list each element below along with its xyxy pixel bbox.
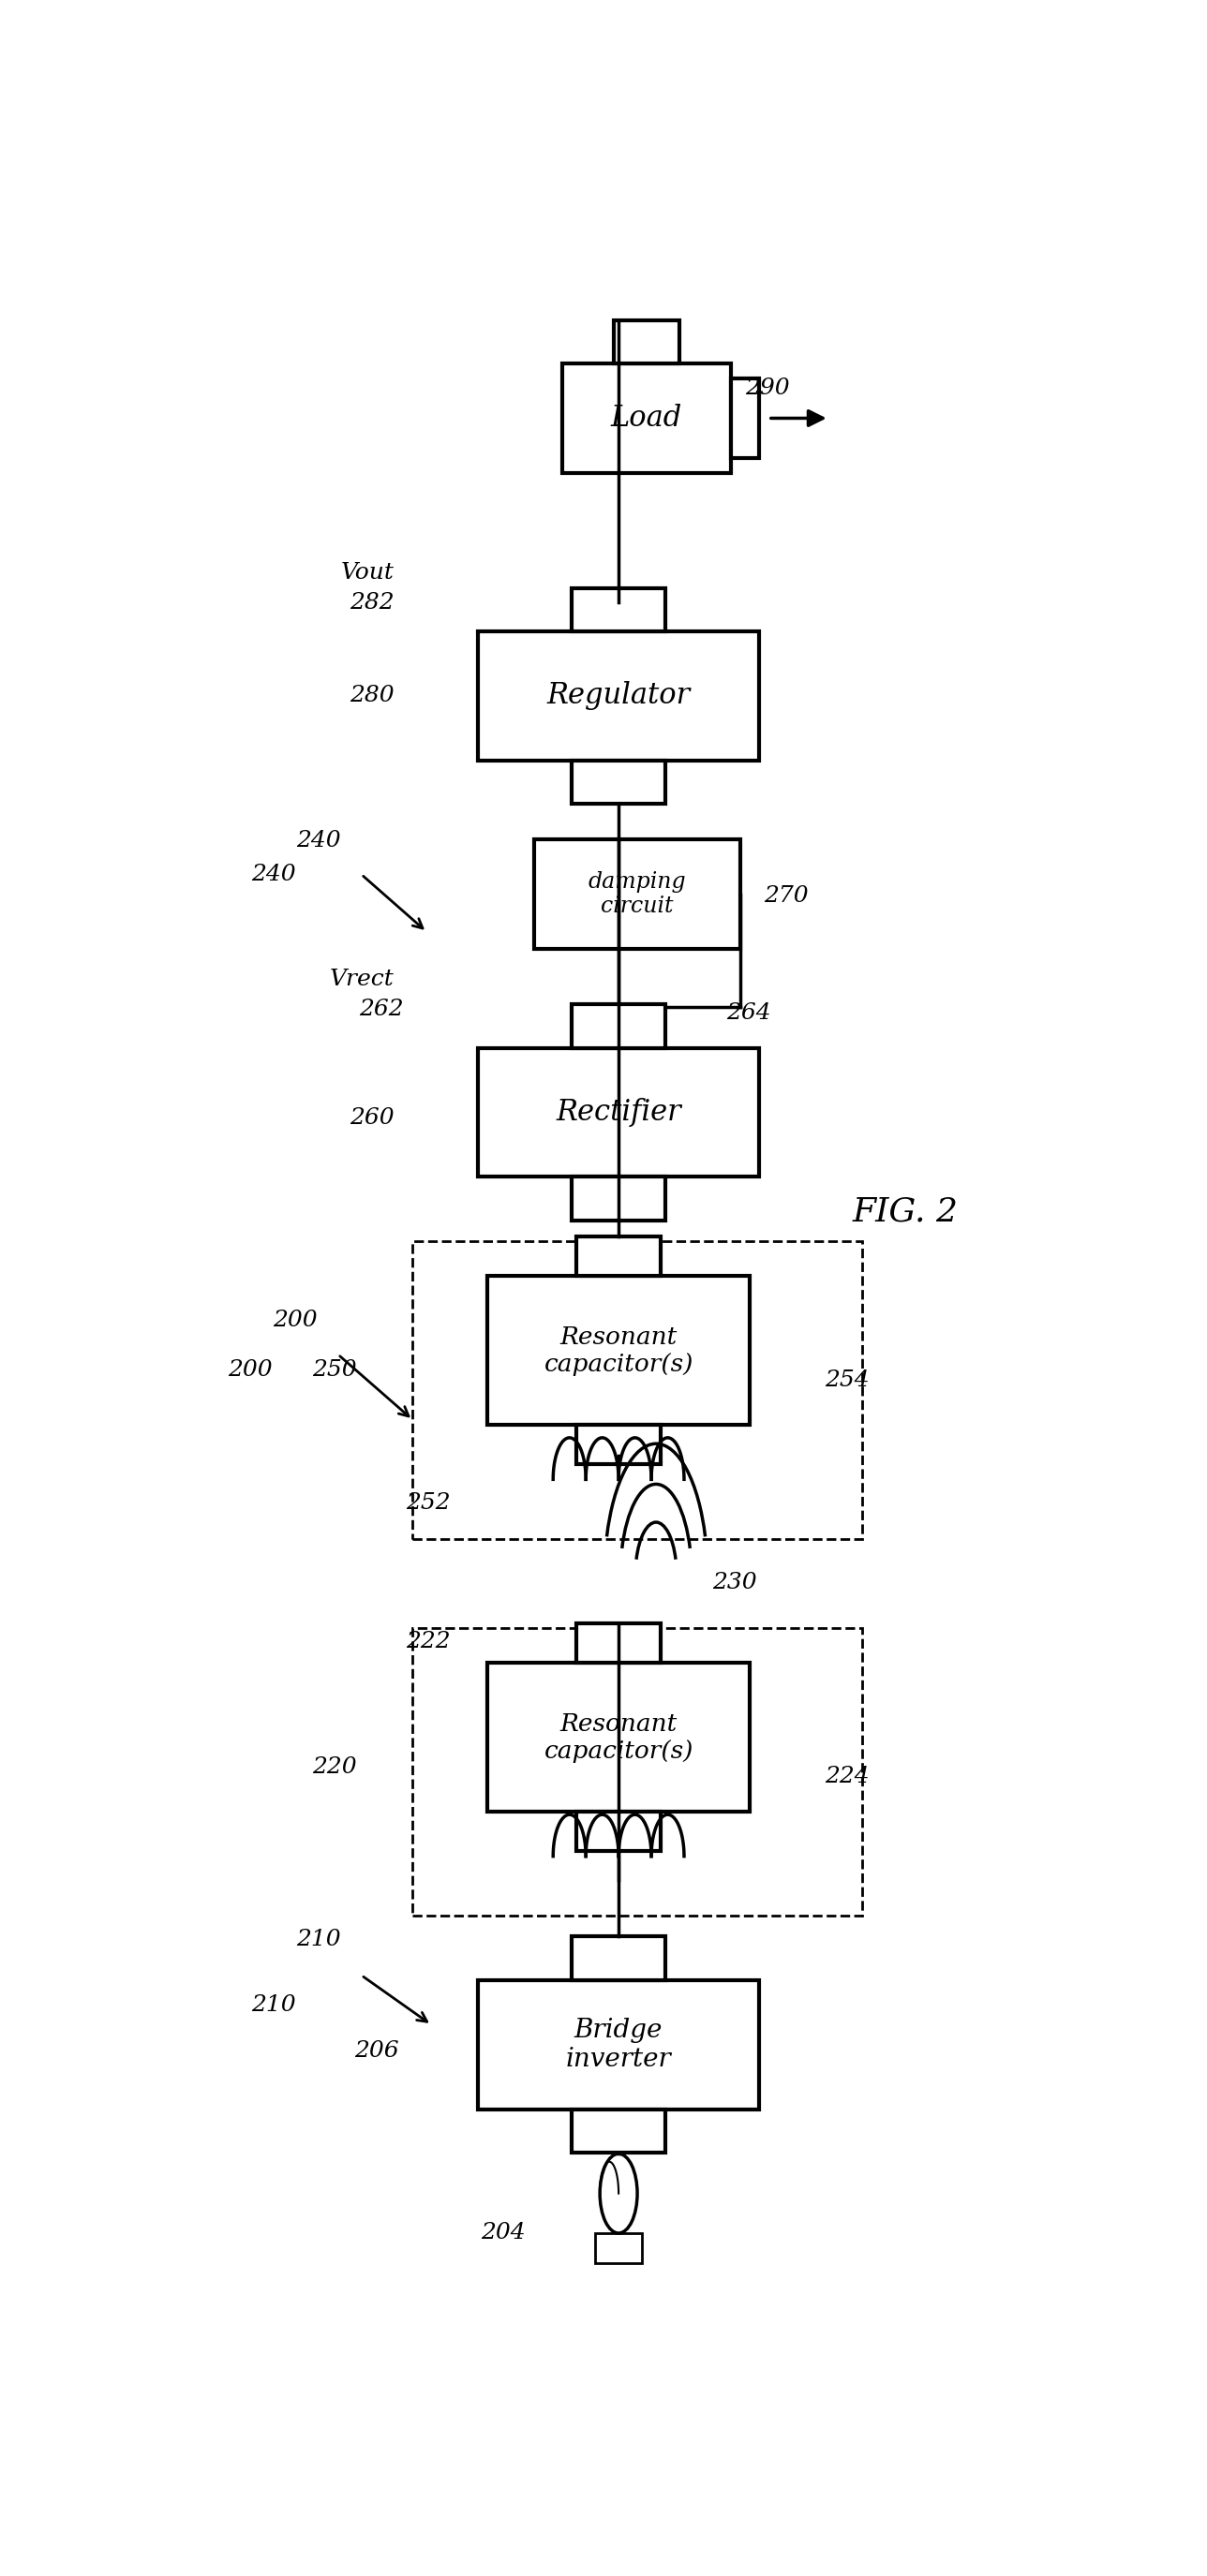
Text: 206: 206 xyxy=(354,2040,398,2061)
Bar xyxy=(572,1005,665,1048)
Bar xyxy=(413,1242,862,1538)
Text: FIG. 2: FIG. 2 xyxy=(852,1195,958,1229)
Bar xyxy=(488,1275,750,1425)
Bar xyxy=(577,1425,660,1466)
Text: 230: 230 xyxy=(712,1571,757,1595)
Bar xyxy=(595,2233,642,2262)
Bar xyxy=(572,760,665,804)
Text: 210: 210 xyxy=(296,1929,340,1950)
Bar xyxy=(730,379,759,459)
Text: 224: 224 xyxy=(824,1767,869,1788)
Text: 200: 200 xyxy=(273,1311,317,1332)
Text: 252: 252 xyxy=(406,1492,450,1515)
Bar xyxy=(572,587,665,631)
Bar xyxy=(577,1811,660,1852)
Text: 240: 240 xyxy=(296,829,340,853)
Bar xyxy=(413,1628,862,1917)
Text: Load: Load xyxy=(611,404,682,433)
Text: 282: 282 xyxy=(350,592,393,613)
Text: 200: 200 xyxy=(228,1360,273,1381)
Text: 222: 222 xyxy=(406,1631,450,1654)
Text: 220: 220 xyxy=(313,1757,357,1777)
Text: Rectifier: Rectifier xyxy=(556,1097,681,1126)
Text: 240: 240 xyxy=(251,863,296,886)
Text: 290: 290 xyxy=(745,379,789,399)
Text: Vrect: Vrect xyxy=(330,969,393,989)
Bar xyxy=(577,1236,660,1275)
Text: Regulator: Regulator xyxy=(547,683,690,711)
Text: 270: 270 xyxy=(764,886,809,907)
Text: 204: 204 xyxy=(480,2223,525,2244)
Bar xyxy=(478,1981,759,2110)
Bar xyxy=(488,1664,750,1811)
Text: 254: 254 xyxy=(824,1370,869,1391)
Bar xyxy=(535,840,740,948)
Bar xyxy=(577,1623,660,1664)
Text: Bridge
inverter: Bridge inverter xyxy=(566,2017,671,2071)
Bar xyxy=(572,1937,665,1981)
Text: 262: 262 xyxy=(358,999,403,1020)
Bar xyxy=(572,2110,665,2154)
Bar xyxy=(478,1048,759,1177)
Text: Vout: Vout xyxy=(340,562,393,585)
Text: 264: 264 xyxy=(727,1002,771,1025)
Text: 210: 210 xyxy=(251,1994,296,2017)
Text: Resonant
capacitor(s): Resonant capacitor(s) xyxy=(544,1324,693,1376)
Text: 280: 280 xyxy=(350,685,393,706)
Text: damping
circuit: damping circuit xyxy=(588,871,687,917)
Bar xyxy=(614,319,680,363)
Bar xyxy=(562,363,731,474)
Text: 260: 260 xyxy=(350,1108,393,1128)
Bar xyxy=(478,631,759,760)
Bar xyxy=(572,1177,665,1221)
Text: Resonant
capacitor(s): Resonant capacitor(s) xyxy=(544,1713,693,1762)
Text: 250: 250 xyxy=(313,1360,357,1381)
